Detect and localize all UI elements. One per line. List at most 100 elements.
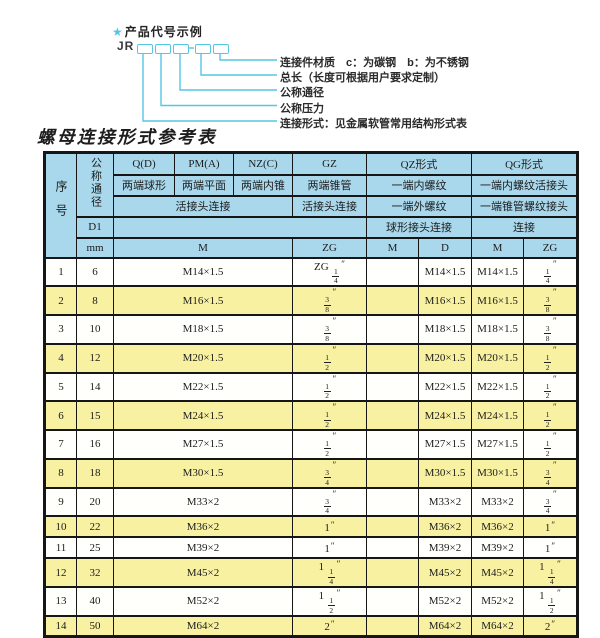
cell-gz: 1 2 ″	[292, 342, 367, 374]
cell-m: M45×2	[113, 557, 293, 588]
cell-qz_m	[366, 614, 419, 638]
cell-m: M30×1.5	[113, 457, 293, 489]
cell-qz_m	[366, 285, 419, 316]
cell-qg_m: M52×2	[471, 586, 525, 617]
header-union-gz: 活接头连接	[292, 194, 367, 218]
cell-qz_d: M64×2	[417, 614, 473, 638]
cell-qg_m: M30×1.5	[471, 457, 525, 489]
cell-qg_zg: 1 1 2 ″	[523, 586, 579, 617]
reference-table: 序号 公称通径 Q(D) PM(A) NZ(C) GZ QZ形式 QG形式 两端…	[43, 151, 580, 638]
cell-qg_m: M20×1.5	[471, 342, 525, 374]
cell-qg_m: M45×2	[471, 557, 525, 588]
cell-qz_d: M14×1.5	[417, 256, 473, 288]
cell-qg_m: M24×1.5	[471, 400, 525, 431]
cell-qg_zg: 1 1 4 ″	[523, 557, 579, 588]
cell-gz: 3 8 ″	[292, 285, 367, 316]
table-body: 1 6 M14×1.5 ZG 1 4 ″ M14×1.5 M14×1.5 1 4 ″ 2 8 M16×1.…	[44, 256, 579, 638]
header-gz-sub: 两端锥管	[292, 173, 367, 197]
cell-qz_m	[366, 371, 419, 403]
cell-m: M64×2	[113, 614, 293, 638]
cell-gz: 1 1 4 ″	[292, 557, 367, 588]
cell-qg_m: M39×2	[471, 536, 525, 560]
table-row: 1 6 M14×1.5 ZG 1 4 ″ M14×1.5 M14×1.5 1 4 ″	[44, 256, 579, 288]
cell-qz_d: M33×2	[417, 486, 473, 518]
cell-qz_m	[366, 457, 419, 489]
header-col-zg: ZG	[292, 236, 367, 259]
cell-qz_d: M16×1.5	[417, 285, 473, 316]
cell-qz_m	[366, 256, 419, 288]
table-row: 6 15 M24×1.5 1 2 ″ M24×1.5 M24×1.5 1 2 ″	[44, 400, 579, 431]
cell-no: 2	[44, 285, 77, 316]
cell-qg_m: M22×1.5	[471, 371, 525, 403]
cell-qz_m	[366, 342, 419, 374]
header-qz: QZ形式	[365, 151, 473, 176]
cell-gz: 1 2 ″	[292, 400, 367, 431]
header-nz-sub: 两端内锥	[233, 173, 293, 197]
table-row: 3 10 M18×1.5 3 8 ″ M18×1.5 M18×1.5 3 8 ″	[44, 314, 579, 345]
cell-qz_d: M52×2	[417, 586, 473, 617]
cell-mm: 18	[76, 457, 114, 489]
cell-qz_m	[366, 536, 419, 560]
cell-qg_zg: 3 4 ″	[523, 457, 579, 489]
cell-qg_m: M14×1.5	[471, 256, 525, 288]
header-nominal-diameter: 公称通径	[76, 151, 114, 218]
cell-qz_m	[366, 314, 419, 345]
cell-qg_zg: 1″	[523, 536, 579, 560]
code-box	[195, 44, 211, 54]
cell-qg_m: M64×2	[471, 614, 525, 638]
table-title: 螺母连接形式参考表	[37, 128, 217, 148]
cell-qz_m	[366, 515, 419, 539]
table-row: 11 25 M39×2 1″ M39×2 M39×2 1″	[44, 536, 579, 560]
header-qg-col-zg: ZG	[523, 236, 579, 259]
code-box	[213, 44, 229, 54]
cell-qg_zg: 3 4 ″	[523, 486, 579, 518]
table-row: 8 18 M30×1.5 3 4 ″ M30×1.5 M30×1.5 3 4 ″	[44, 457, 579, 489]
cell-m: M36×2	[113, 515, 293, 539]
header-pm-sub: 两端平面	[174, 173, 234, 197]
cell-mm: 20	[76, 486, 114, 518]
table-row: 2 8 M16×1.5 3 8 ″ M16×1.5 M16×1.5 3 8 ″	[44, 285, 579, 316]
header-col-m: M	[113, 236, 293, 259]
cell-m: M39×2	[113, 536, 293, 560]
cell-mm: 22	[76, 515, 114, 539]
cell-qg_zg: 3 8 ″	[523, 285, 579, 316]
code-box	[173, 44, 189, 54]
cell-qg_zg: 1 4 ″	[523, 256, 579, 288]
cell-qg_m: M18×1.5	[471, 314, 525, 345]
table-row: 14 50 M64×2 2″ M64×2 M64×2 2″	[44, 614, 579, 638]
cell-m: M16×1.5	[113, 285, 293, 316]
cell-qg_m: M36×2	[471, 515, 525, 539]
table-row: 7 16 M27×1.5 1 2 ″ M27×1.5 M27×1.5 1 2 ″	[44, 429, 579, 460]
cell-mm: 40	[76, 586, 114, 617]
cell-no: 10	[44, 515, 77, 539]
code-example-title: 产品代号示例	[124, 25, 203, 39]
cell-m: M20×1.5	[113, 342, 293, 374]
cell-qg_zg: 1 2 ″	[523, 400, 579, 431]
table-row: 9 20 M33×2 3 4 ″ M33×2 M33×2 3 4 ″	[44, 486, 579, 518]
cell-no: 9	[44, 486, 77, 518]
header-mm: mm	[76, 236, 114, 259]
code-label-pressure: 公称压力	[280, 102, 324, 115]
cell-m: M24×1.5	[113, 400, 293, 431]
cell-gz: 1 2 ″	[292, 429, 367, 460]
cell-mm: 32	[76, 557, 114, 588]
cell-gz: 1 2 ″	[292, 371, 367, 403]
cell-m: M14×1.5	[113, 256, 293, 288]
cell-gz: ZG 1 4 ″	[292, 256, 367, 288]
header-seq: 序号	[44, 151, 77, 259]
header-qz-col-m: M	[366, 236, 419, 259]
star-icon: ★	[112, 25, 124, 39]
cell-mm: 8	[76, 285, 114, 316]
cell-gz: 3 8 ″	[292, 314, 367, 345]
cell-no: 14	[44, 614, 77, 638]
cell-mm: 14	[76, 371, 114, 403]
cell-qz_d: M27×1.5	[417, 429, 473, 460]
cell-qz_d: M39×2	[417, 536, 473, 560]
cell-qz_m	[366, 486, 419, 518]
header-qz-sub1: 一端内螺纹	[365, 173, 473, 197]
header-empty	[113, 215, 367, 239]
header-q-sub: 两端球形	[113, 173, 175, 197]
cell-qz_m	[366, 400, 419, 431]
cell-qg_zg: 1 2 ″	[523, 342, 579, 374]
cell-qz_d: M24×1.5	[417, 400, 473, 431]
